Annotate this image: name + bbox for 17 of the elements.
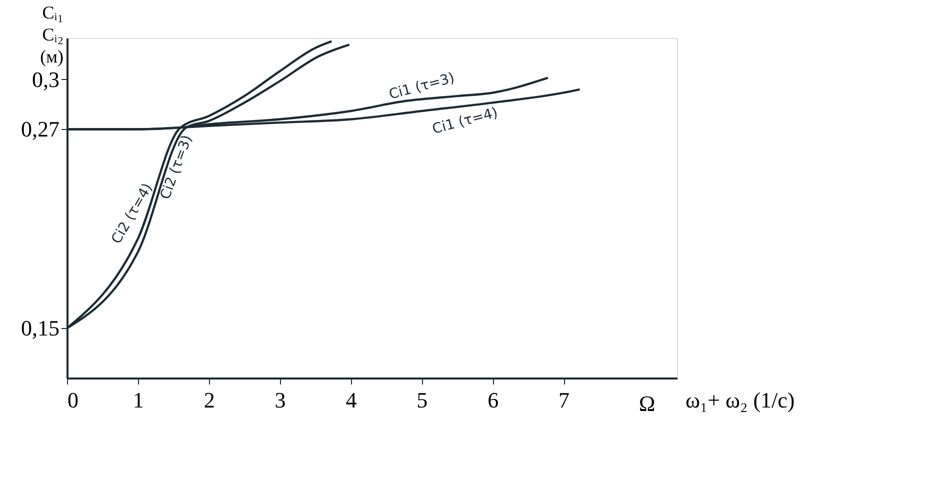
y-tick-label: 0,15 xyxy=(21,316,60,341)
text: Ci1 (τ=4) xyxy=(430,104,500,138)
x-tick-label: 3 xyxy=(274,388,286,412)
x-tick-label: 0 xyxy=(68,388,78,412)
text: Ω xyxy=(638,391,656,416)
x-tick-label: 1 xyxy=(132,388,144,412)
y-tick-label: 0,3 xyxy=(32,66,60,92)
text: Ci2 (τ=3) xyxy=(158,133,196,202)
x-tick-label: 2 xyxy=(204,388,215,412)
y-tick-label: 0,27 xyxy=(21,116,60,142)
x-tick-label: 4 xyxy=(346,388,357,412)
x-tick-label: 5 xyxy=(416,388,428,412)
y-axis-title: Cᵢ₁ Cᵢ₂ (м) xyxy=(40,2,64,66)
text: Ci1 (τ=3) xyxy=(387,70,456,103)
x-axis-title: ω₁+ ω₂ (1/c) xyxy=(686,388,795,412)
x-tick-label: 6 xyxy=(488,388,499,412)
x-tick-label: 7 xyxy=(558,388,570,412)
